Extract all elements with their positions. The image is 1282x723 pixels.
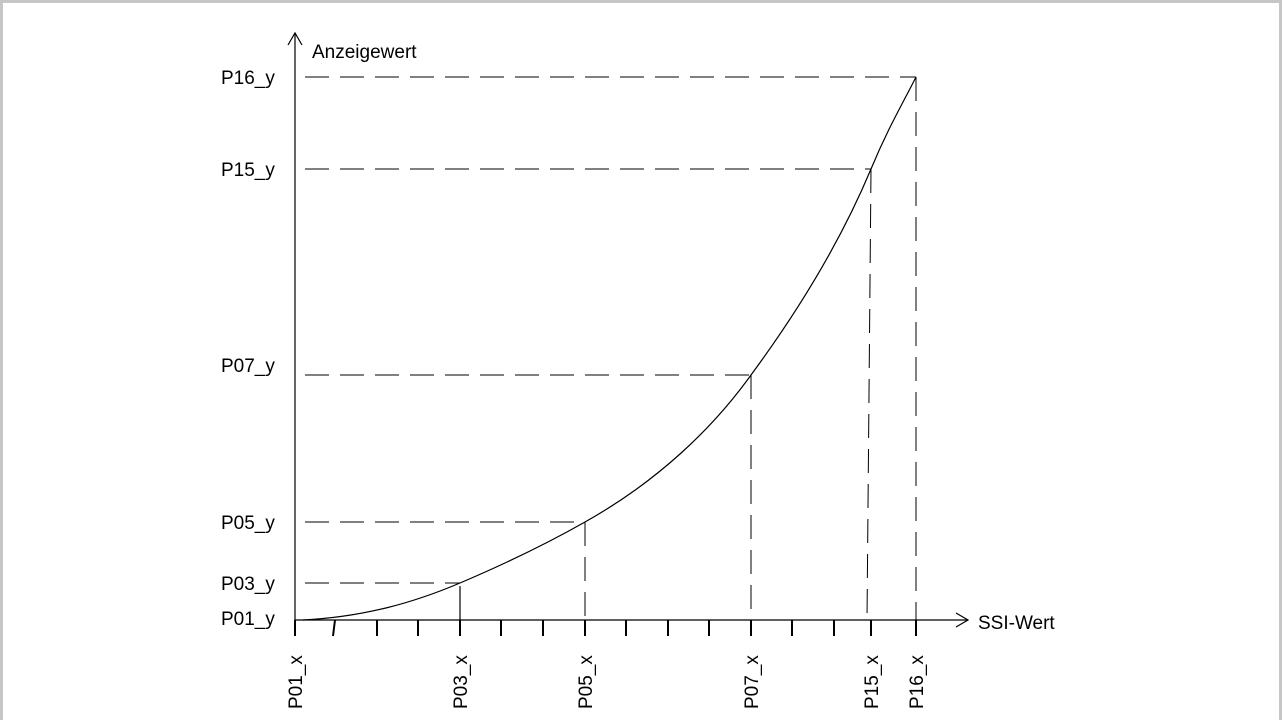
x-label-p16: P16_x: [907, 655, 928, 709]
characteristic-curve: [303, 77, 916, 620]
x-label-p05: P05_x: [576, 655, 597, 709]
x-axis-label: SSI-Wert: [978, 613, 1055, 634]
x-label-p03: P03_x: [451, 655, 472, 709]
x-label-p15: P15_x: [862, 655, 883, 709]
characteristic-curve-diagram: Anzeigewert SSI-Wert P16_y P15_y P07_y P…: [3, 3, 1282, 723]
y-label-p05: P05_y: [221, 513, 275, 534]
x-label-p07: P07_x: [742, 655, 763, 709]
x-label-p01: P01_x: [286, 655, 307, 709]
y-label-p07: P07_y: [221, 356, 275, 377]
y-label-p01: P01_y: [221, 609, 275, 630]
x-axis-ticks: [295, 620, 916, 636]
y-label-p16: P16_y: [221, 68, 275, 89]
y-label-p15: P15_y: [221, 160, 275, 181]
guide-p15-vertical: [867, 169, 871, 620]
y-axis-label: Anzeigewert: [312, 42, 417, 63]
y-label-p03: P03_y: [221, 574, 275, 595]
